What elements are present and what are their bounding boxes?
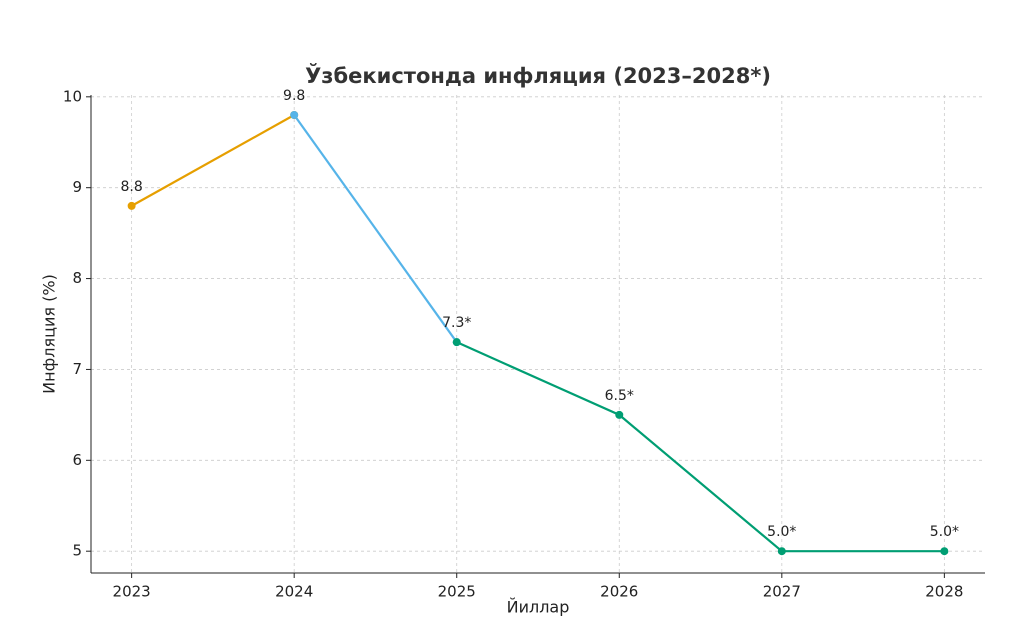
point [940, 547, 949, 556]
y-tick-label: 5 [72, 542, 82, 560]
data-label: 5.0* [930, 524, 959, 540]
line [131, 114, 295, 207]
data-label: 5.0* [767, 524, 796, 540]
x-tick-label: 2023 [113, 583, 151, 601]
data-label: 9.8 [283, 88, 305, 104]
data-label: 6.5* [605, 388, 634, 404]
x-tick-label: 2025 [438, 583, 476, 601]
point [615, 410, 624, 419]
x-axis-label: Йиллар [507, 598, 570, 617]
point [452, 338, 461, 347]
point [777, 547, 786, 556]
y-tick-label: 7 [72, 360, 82, 378]
y-axis-label: Инфляция (%) [40, 274, 59, 394]
line [293, 114, 458, 343]
data-label: 7.3* [442, 315, 471, 331]
x-tick-label: 2026 [600, 583, 638, 601]
x-tick-label: 2027 [763, 583, 801, 601]
y-tick-label: 10 [63, 87, 82, 105]
y-tick-label: 9 [72, 178, 82, 196]
line [456, 341, 945, 553]
x-tick-label: 2028 [925, 583, 963, 601]
x-tick-label: 2024 [275, 583, 313, 601]
data-label: 8.8 [121, 179, 143, 195]
chart-title: Ўзбекистонда инфляция (2023–2028*) [305, 63, 771, 88]
y-tick-label: 6 [72, 451, 82, 469]
y-tick-label: 8 [72, 269, 82, 287]
point [290, 110, 299, 119]
point [127, 201, 136, 210]
